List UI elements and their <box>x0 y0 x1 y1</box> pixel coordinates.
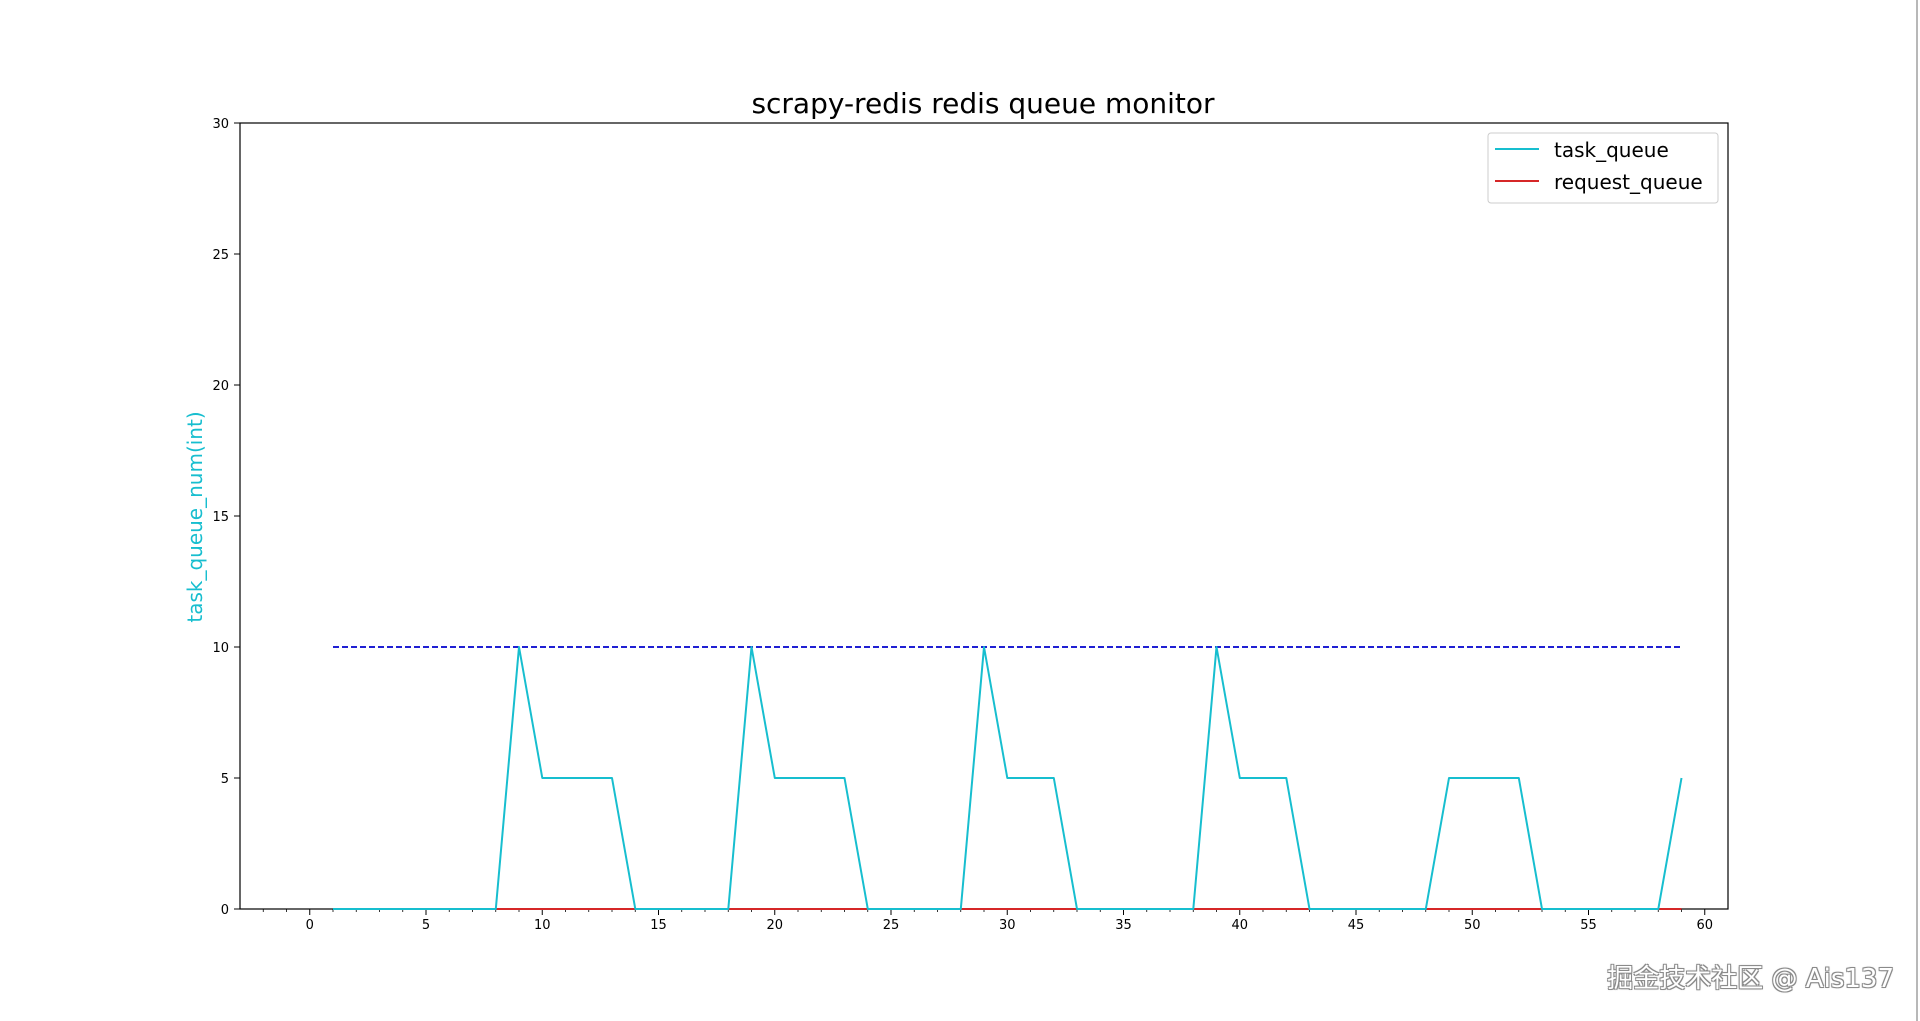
x-tick-label: 5 <box>422 918 430 933</box>
window-scrollbar[interactable] <box>1916 0 1918 1021</box>
legend: task_queue request_queue <box>1487 132 1719 204</box>
x-tick-label: 25 <box>883 918 900 933</box>
y-tick-label: 30 <box>212 117 229 132</box>
x-tick-label: 50 <box>1464 918 1481 933</box>
legend-label-request-queue: request_queue <box>1554 170 1703 194</box>
x-axis-ticks: 0 5 10 15 20 25 30 35 40 45 50 55 60 <box>262 909 1713 933</box>
y-tick-label: 25 <box>212 248 229 263</box>
x-tick-label: 30 <box>999 918 1016 933</box>
watermark-text: 掘金技术社区 @ Ais137 <box>1607 964 1894 994</box>
x-tick-label: 15 <box>650 918 667 933</box>
chart-title: scrapy-redis redis queue monitor <box>751 87 1215 120</box>
x-tick-label: 40 <box>1231 918 1248 933</box>
y-tick-label: 5 <box>221 772 229 787</box>
x-tick-label: 20 <box>766 918 783 933</box>
y-axis-ticks: 0 5 10 15 20 25 30 <box>212 117 240 918</box>
x-tick-label: 0 <box>306 918 314 933</box>
x-tick-label: 60 <box>1696 918 1713 933</box>
series-layer <box>333 646 1683 910</box>
x-tick-label: 55 <box>1580 918 1597 933</box>
x-tick-label: 35 <box>1115 918 1132 933</box>
x-tick-label: 10 <box>534 918 551 933</box>
y-axis-label: task_queue_num(int) <box>183 411 207 622</box>
y-tick-label: 0 <box>221 903 229 918</box>
y-tick-label: 20 <box>212 379 229 394</box>
plot-area <box>239 122 1729 910</box>
y-tick-label: 10 <box>212 641 229 656</box>
series-line-task-queue <box>333 646 1683 910</box>
legend-box <box>1487 132 1719 204</box>
x-tick-label: 45 <box>1348 918 1365 933</box>
legend-label-task-queue: task_queue <box>1554 138 1669 162</box>
y-tick-label: 15 <box>212 510 229 525</box>
